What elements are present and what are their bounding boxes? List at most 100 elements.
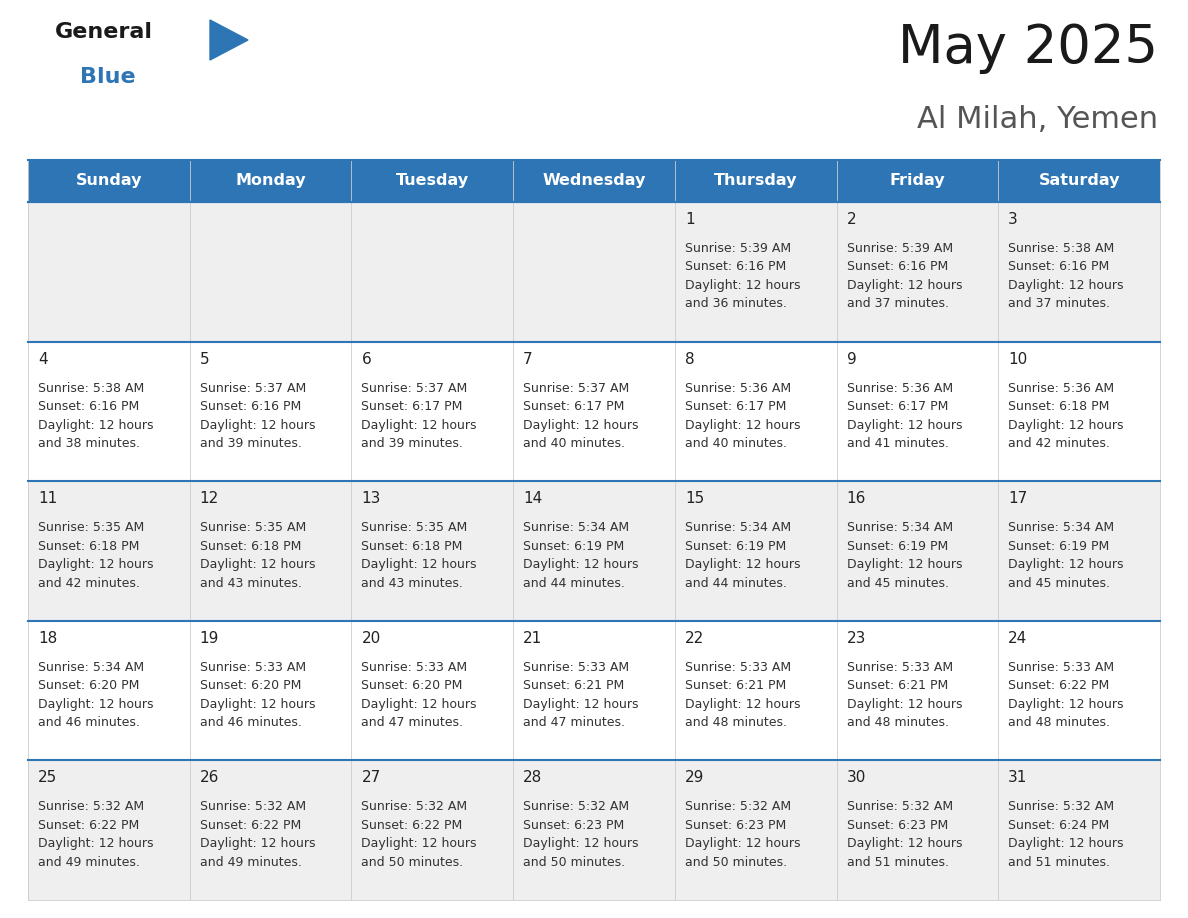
- Text: and 50 minutes.: and 50 minutes.: [523, 856, 625, 869]
- Text: Sunset: 6:20 PM: Sunset: 6:20 PM: [361, 679, 463, 692]
- Text: and 42 minutes.: and 42 minutes.: [1009, 437, 1110, 450]
- Text: 15: 15: [684, 491, 704, 506]
- Text: Daylight: 12 hours: Daylight: 12 hours: [847, 837, 962, 850]
- Text: Sunset: 6:16 PM: Sunset: 6:16 PM: [38, 400, 139, 413]
- Text: 17: 17: [1009, 491, 1028, 506]
- Bar: [190, 341, 352, 481]
- Text: Daylight: 12 hours: Daylight: 12 hours: [38, 837, 153, 850]
- Text: Sunrise: 5:36 AM: Sunrise: 5:36 AM: [847, 382, 953, 395]
- Bar: [998, 202, 1159, 341]
- Bar: [998, 160, 1159, 202]
- Text: Daylight: 12 hours: Daylight: 12 hours: [200, 837, 315, 850]
- Text: Sunset: 6:20 PM: Sunset: 6:20 PM: [200, 679, 301, 692]
- Text: Sunrise: 5:32 AM: Sunrise: 5:32 AM: [847, 800, 953, 813]
- Bar: [190, 160, 352, 202]
- Text: Sunset: 6:22 PM: Sunset: 6:22 PM: [200, 819, 301, 832]
- Text: Daylight: 12 hours: Daylight: 12 hours: [38, 419, 153, 431]
- Text: 24: 24: [1009, 631, 1028, 645]
- Text: 29: 29: [684, 770, 704, 786]
- Text: Sunrise: 5:35 AM: Sunrise: 5:35 AM: [200, 521, 307, 534]
- Text: and 37 minutes.: and 37 minutes.: [847, 297, 948, 310]
- Text: Blue: Blue: [80, 67, 135, 87]
- Text: 20: 20: [361, 631, 380, 645]
- Text: and 43 minutes.: and 43 minutes.: [200, 577, 302, 589]
- Text: and 48 minutes.: and 48 minutes.: [1009, 716, 1111, 729]
- Text: and 39 minutes.: and 39 minutes.: [361, 437, 463, 450]
- Text: Sunset: 6:18 PM: Sunset: 6:18 PM: [200, 540, 301, 553]
- Text: and 40 minutes.: and 40 minutes.: [523, 437, 625, 450]
- Text: 12: 12: [200, 491, 219, 506]
- Text: Sunrise: 5:39 AM: Sunrise: 5:39 AM: [684, 242, 791, 255]
- Bar: [836, 481, 998, 621]
- Text: Sunrise: 5:37 AM: Sunrise: 5:37 AM: [200, 382, 307, 395]
- Text: Daylight: 12 hours: Daylight: 12 hours: [684, 837, 801, 850]
- Bar: [29, 621, 190, 760]
- Text: 28: 28: [523, 770, 543, 786]
- Bar: [29, 160, 190, 202]
- Text: Sunrise: 5:38 AM: Sunrise: 5:38 AM: [38, 382, 144, 395]
- Text: Sunrise: 5:32 AM: Sunrise: 5:32 AM: [38, 800, 144, 813]
- Text: Daylight: 12 hours: Daylight: 12 hours: [523, 558, 639, 571]
- Bar: [513, 621, 675, 760]
- Text: Sunrise: 5:33 AM: Sunrise: 5:33 AM: [684, 661, 791, 674]
- Text: Sunset: 6:22 PM: Sunset: 6:22 PM: [1009, 679, 1110, 692]
- Text: 1: 1: [684, 212, 695, 227]
- Text: Sunrise: 5:34 AM: Sunrise: 5:34 AM: [38, 661, 144, 674]
- Text: 25: 25: [38, 770, 57, 786]
- Text: Daylight: 12 hours: Daylight: 12 hours: [200, 419, 315, 431]
- Text: 31: 31: [1009, 770, 1028, 786]
- Text: Sunrise: 5:33 AM: Sunrise: 5:33 AM: [361, 661, 468, 674]
- Polygon shape: [210, 20, 248, 60]
- Bar: [513, 760, 675, 900]
- Text: Sunset: 6:18 PM: Sunset: 6:18 PM: [361, 540, 463, 553]
- Text: Sunrise: 5:33 AM: Sunrise: 5:33 AM: [523, 661, 630, 674]
- Bar: [29, 481, 190, 621]
- Bar: [190, 202, 352, 341]
- Text: 3: 3: [1009, 212, 1018, 227]
- Text: Daylight: 12 hours: Daylight: 12 hours: [847, 558, 962, 571]
- Text: and 48 minutes.: and 48 minutes.: [684, 716, 786, 729]
- Text: 8: 8: [684, 352, 695, 366]
- Bar: [836, 341, 998, 481]
- Text: 23: 23: [847, 631, 866, 645]
- Text: Daylight: 12 hours: Daylight: 12 hours: [523, 837, 639, 850]
- Bar: [675, 760, 836, 900]
- Bar: [998, 760, 1159, 900]
- Text: 27: 27: [361, 770, 380, 786]
- Text: Sunset: 6:18 PM: Sunset: 6:18 PM: [38, 540, 139, 553]
- Text: Daylight: 12 hours: Daylight: 12 hours: [361, 419, 476, 431]
- Text: Sunrise: 5:35 AM: Sunrise: 5:35 AM: [361, 521, 468, 534]
- Text: 6: 6: [361, 352, 371, 366]
- Text: and 38 minutes.: and 38 minutes.: [38, 437, 140, 450]
- Text: and 36 minutes.: and 36 minutes.: [684, 297, 786, 310]
- Text: Sunrise: 5:34 AM: Sunrise: 5:34 AM: [523, 521, 630, 534]
- Text: Thursday: Thursday: [714, 174, 797, 188]
- Text: Sunrise: 5:39 AM: Sunrise: 5:39 AM: [847, 242, 953, 255]
- Bar: [352, 160, 513, 202]
- Text: Friday: Friday: [890, 174, 946, 188]
- Text: and 44 minutes.: and 44 minutes.: [684, 577, 786, 589]
- Text: Daylight: 12 hours: Daylight: 12 hours: [847, 698, 962, 711]
- Text: Daylight: 12 hours: Daylight: 12 hours: [200, 558, 315, 571]
- Text: 13: 13: [361, 491, 381, 506]
- Text: Sunrise: 5:36 AM: Sunrise: 5:36 AM: [1009, 382, 1114, 395]
- Text: Sunset: 6:17 PM: Sunset: 6:17 PM: [684, 400, 786, 413]
- Text: Sunrise: 5:33 AM: Sunrise: 5:33 AM: [1009, 661, 1114, 674]
- Text: and 43 minutes.: and 43 minutes.: [361, 577, 463, 589]
- Text: Daylight: 12 hours: Daylight: 12 hours: [1009, 419, 1124, 431]
- Bar: [836, 160, 998, 202]
- Text: Sunset: 6:19 PM: Sunset: 6:19 PM: [684, 540, 786, 553]
- Bar: [190, 621, 352, 760]
- Text: Daylight: 12 hours: Daylight: 12 hours: [38, 698, 153, 711]
- Text: 4: 4: [38, 352, 48, 366]
- Text: and 41 minutes.: and 41 minutes.: [847, 437, 948, 450]
- Text: Sunset: 6:16 PM: Sunset: 6:16 PM: [1009, 261, 1110, 274]
- Text: and 40 minutes.: and 40 minutes.: [684, 437, 786, 450]
- Text: Sunset: 6:23 PM: Sunset: 6:23 PM: [523, 819, 625, 832]
- Text: Sunrise: 5:36 AM: Sunrise: 5:36 AM: [684, 382, 791, 395]
- Text: Sunset: 6:16 PM: Sunset: 6:16 PM: [684, 261, 786, 274]
- Bar: [352, 621, 513, 760]
- Text: 2: 2: [847, 212, 857, 227]
- Text: 22: 22: [684, 631, 704, 645]
- Text: Sunrise: 5:38 AM: Sunrise: 5:38 AM: [1009, 242, 1114, 255]
